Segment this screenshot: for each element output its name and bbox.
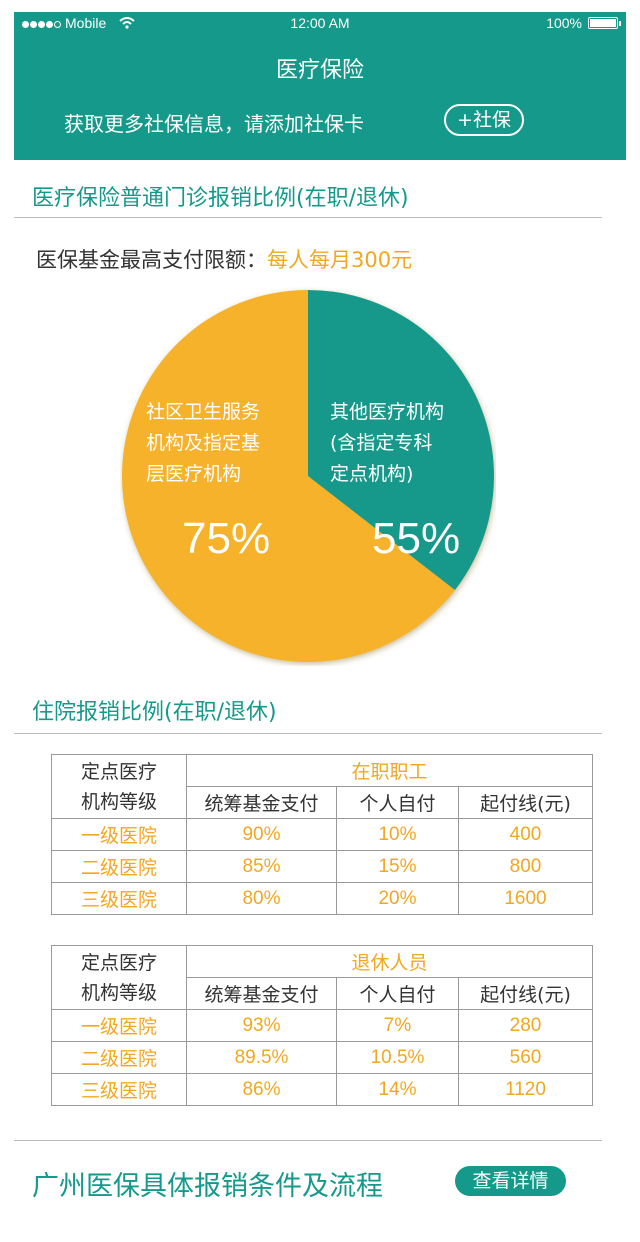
deductible: 1120 (458, 1073, 593, 1106)
hospital-level: 二级医院 (51, 1041, 187, 1074)
promo-text: 获取更多社保信息，请添加社保卡 (64, 112, 364, 136)
pie-slice-other (308, 290, 494, 591)
fund-ratio: 89.5% (186, 1041, 337, 1074)
fund-ratio: 86% (186, 1073, 337, 1106)
deductible: 560 (458, 1041, 593, 1074)
pie-slice-community (121, 290, 455, 662)
page-title: 医疗保险 (275, 58, 364, 83)
corner-line: 定点医疗 (80, 951, 157, 974)
hospital-level: 二级医院 (51, 850, 187, 883)
pie-label-line: 社区卫生服务 (146, 401, 261, 423)
table-row: 一级医院 93% 7% 280 (51, 1009, 593, 1042)
add-social-card-button[interactable]: +社保 (444, 104, 524, 136)
fund-ratio: 85% (186, 850, 337, 883)
deductible: 280 (458, 1009, 593, 1042)
inpatient-section-title: 住院报销比例(在职/退休) (32, 700, 277, 725)
self-ratio: 7% (336, 1009, 459, 1042)
fund-ratio: 93% (186, 1009, 337, 1042)
pie-label-line: 层医疗机构 (146, 463, 242, 485)
corner-line: 机构等级 (80, 981, 157, 1004)
column-header: 起付线(元) (458, 977, 593, 1010)
table-row: 二级医院 89.5% 10.5% 560 (51, 1041, 593, 1074)
column-header: 个人自付 (336, 786, 459, 819)
battery-icon (588, 17, 621, 29)
signal-icon (22, 15, 62, 31)
employee-reimbursement-table: 定点医疗机构等级 在职职工 统筹基金支付 个人自付 起付线(元) 一级医院 90… (51, 754, 593, 915)
column-header: 统筹基金支付 (186, 786, 337, 819)
fund-limit-value: 每人每月300元 (267, 248, 413, 272)
pie-svg (121, 290, 494, 662)
corner-line: 定点医疗 (80, 760, 157, 783)
table-row: 三级医院 86% 14% 1120 (51, 1073, 593, 1106)
pie-label-community: 社区卫生服务 机构及指定基 层医疗机构 (146, 397, 260, 490)
group-header: 退休人员 (186, 945, 593, 978)
table-row: 一级医院 90% 10% 400 (51, 818, 593, 851)
pie-label-other: 其他医疗机构 (含指定专科 定点机构) (330, 397, 444, 490)
pie-label-line: 机构及指定基 (146, 432, 261, 454)
fund-ratio: 90% (186, 818, 337, 851)
deductible: 1600 (458, 882, 593, 915)
divider (14, 217, 602, 218)
app-header: Mobile 12:00 AM 100% 医疗保险 获取更多社保信息，请添加社保… (14, 12, 626, 160)
self-ratio: 14% (336, 1073, 459, 1106)
corner-line: 机构等级 (80, 790, 157, 813)
battery-percent: 100% (546, 15, 582, 31)
self-ratio: 20% (336, 882, 459, 915)
table-row: 三级医院 80% 20% 1600 (51, 882, 593, 915)
view-details-button[interactable]: 查看详情 (455, 1166, 566, 1196)
corner-header: 定点医疗 机构等级 (51, 945, 187, 1010)
carrier-name: Mobile (65, 15, 107, 31)
divider (14, 1140, 602, 1141)
process-title: 广州医保具体报销条件及流程 (32, 1171, 383, 1202)
fund-limit-label: 医保基金最高支付限额： (36, 248, 267, 272)
pie-label-line: 定点机构) (330, 463, 414, 485)
table-row: 二级医院 85% 15% 800 (51, 850, 593, 883)
deductible: 800 (458, 850, 593, 883)
column-header: 个人自付 (336, 977, 459, 1010)
corner-header: 定点医疗 机构等级 (51, 754, 187, 819)
pie-label-line: 其他医疗机构 (330, 401, 445, 423)
wifi-icon (119, 17, 135, 29)
retiree-reimbursement-table: 定点医疗机构等级 退休人员 统筹基金支付 个人自付 起付线(元) 一级医院 93… (51, 945, 593, 1106)
reimbursement-pie-chart: 社区卫生服务 机构及指定基 层医疗机构 75% 其他医疗机构 (含指定专科 定点… (120, 286, 496, 666)
pie-value-other: 55% (372, 514, 461, 563)
deductible: 400 (458, 818, 593, 851)
hospital-level: 一级医院 (51, 1009, 187, 1042)
fund-limit: 医保基金最高支付限额：每人每月300元 (36, 244, 412, 274)
status-carrier: Mobile (22, 15, 135, 31)
outpatient-section-title: 医疗保险普通门诊报销比例(在职/退休) (32, 186, 409, 211)
divider (14, 733, 602, 734)
self-ratio: 10.5% (336, 1041, 459, 1074)
group-header: 在职职工 (186, 754, 593, 787)
self-ratio: 10% (336, 818, 459, 851)
pie-label-line: (含指定专科 (330, 432, 433, 454)
fund-ratio: 80% (186, 882, 337, 915)
status-time: 12:00 AM (290, 15, 350, 31)
hospital-level: 三级医院 (51, 882, 187, 915)
column-header: 统筹基金支付 (186, 977, 337, 1010)
self-ratio: 15% (336, 850, 459, 883)
hospital-level: 一级医院 (51, 818, 187, 851)
status-battery: 100% (546, 15, 621, 31)
column-header: 起付线(元) (458, 786, 593, 819)
pie-value-community: 75% (182, 514, 271, 563)
hospital-level: 三级医院 (51, 1073, 187, 1106)
